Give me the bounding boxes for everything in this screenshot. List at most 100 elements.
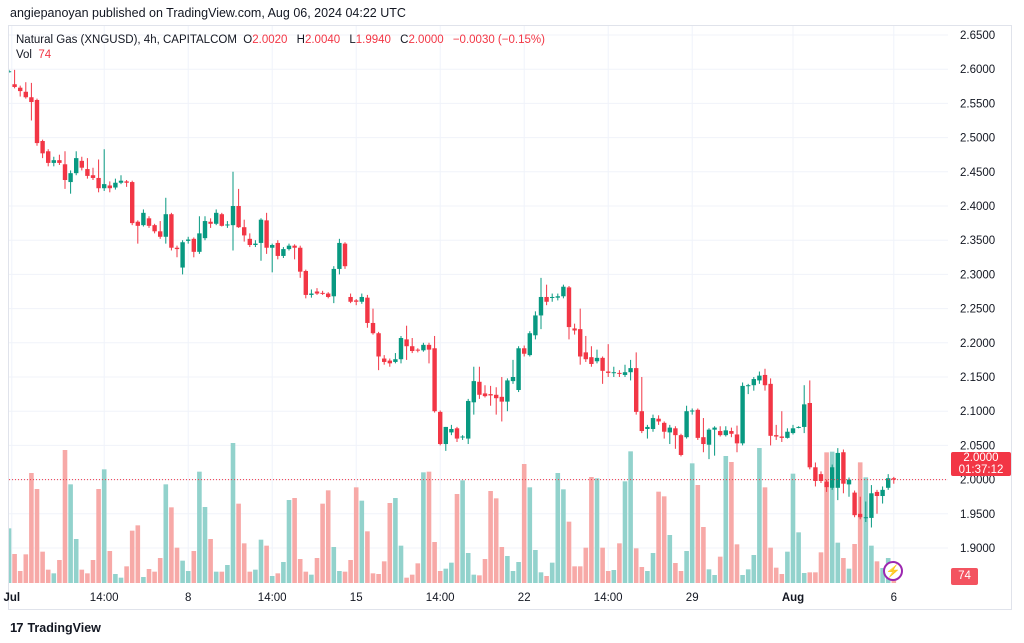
volume-bar <box>286 500 292 583</box>
candle <box>544 284 549 306</box>
candle <box>68 170 73 194</box>
candle-body <box>135 221 140 226</box>
candle <box>566 286 572 340</box>
candle <box>57 154 62 165</box>
candle-body <box>751 379 756 386</box>
volume-bar <box>12 554 17 583</box>
candle-body <box>684 411 689 438</box>
volume-bar <box>353 487 359 583</box>
candle <box>701 418 706 453</box>
candle-body <box>270 244 275 248</box>
volume-bar <box>773 567 779 583</box>
volume-bar <box>62 450 68 583</box>
candle <box>281 247 286 258</box>
candle-body <box>488 394 493 396</box>
y-tick-label: 2.0000 <box>960 475 995 487</box>
candle-body <box>762 374 768 386</box>
chart-frame <box>8 25 1012 610</box>
candle <box>678 433 684 457</box>
volume-bar <box>426 471 432 583</box>
candle <box>768 378 773 446</box>
candle-body <box>314 291 320 294</box>
volume-bar <box>801 573 807 583</box>
candle <box>354 299 359 306</box>
volume-bar <box>370 573 376 583</box>
candle <box>779 411 784 442</box>
candle <box>40 139 45 159</box>
candle-body <box>449 428 454 433</box>
candle <box>729 427 734 438</box>
candle <box>594 349 600 364</box>
candle <box>606 344 611 377</box>
candle-body <box>807 402 812 468</box>
volume-bar <box>398 545 404 583</box>
volume-bar <box>141 577 146 583</box>
volume-bar <box>269 576 275 583</box>
y-tick-label: 2.5500 <box>960 98 995 110</box>
volume-bar <box>605 571 611 583</box>
candle-body <box>214 212 219 224</box>
candle <box>572 323 577 335</box>
volume-bar <box>678 571 684 583</box>
candle-body <box>432 348 437 412</box>
volume-bar <box>493 498 499 583</box>
candle <box>107 181 112 193</box>
y-tick-label: 2.4500 <box>960 167 995 179</box>
candle <box>690 408 695 415</box>
candle-body <box>617 372 622 374</box>
close-label: C <box>400 34 409 46</box>
y-tick-label: 1.9500 <box>960 509 995 521</box>
candle-body <box>796 426 801 428</box>
candle <box>376 331 381 371</box>
candle <box>415 348 420 353</box>
candle-body <box>186 239 191 241</box>
last-price-label: 2.0000 01:37:12 <box>951 452 1011 476</box>
volume-bar <box>505 556 510 583</box>
candle-body <box>230 206 236 226</box>
volume-bar <box>762 487 768 583</box>
y-tick-label: 2.0500 <box>960 440 995 452</box>
candle <box>824 479 829 492</box>
last-price: 2.0000 <box>963 452 999 464</box>
volume-bar <box>309 574 314 583</box>
candle <box>706 428 712 460</box>
candle <box>90 167 96 181</box>
candle <box>790 424 796 435</box>
candle-body <box>533 315 538 336</box>
candle <box>320 290 325 295</box>
candles <box>9 69 896 528</box>
volume-bar <box>258 539 264 583</box>
candle <box>46 149 51 167</box>
candle-body <box>96 177 101 189</box>
candle <box>113 178 118 190</box>
volume-bar <box>320 503 325 583</box>
candle-body <box>818 474 824 481</box>
candle <box>746 383 751 395</box>
candle <box>79 156 84 171</box>
candle <box>527 331 532 357</box>
volume-bar <box>706 569 712 583</box>
candle-body <box>566 287 572 328</box>
lightning-icon[interactable]: ⚡ <box>883 561 903 581</box>
candle-body <box>667 427 672 433</box>
volume-bar <box>253 569 258 583</box>
volume-bar <box>118 577 124 583</box>
candle <box>886 474 891 490</box>
candle <box>426 342 432 364</box>
volume-bar <box>835 542 841 583</box>
candle <box>471 366 476 415</box>
candle <box>432 335 437 413</box>
candle <box>589 346 594 367</box>
candle <box>858 496 863 520</box>
volume-bar <box>667 535 673 583</box>
candle-body <box>359 296 364 302</box>
volume-bar <box>174 547 180 583</box>
volume-bar <box>566 521 572 583</box>
footer: 17 TradingView <box>10 620 101 635</box>
volume-bar <box>432 542 437 583</box>
candle-body <box>477 381 482 395</box>
volume-bar <box>656 491 661 583</box>
candle-body <box>421 344 426 351</box>
candle-body <box>23 91 28 98</box>
